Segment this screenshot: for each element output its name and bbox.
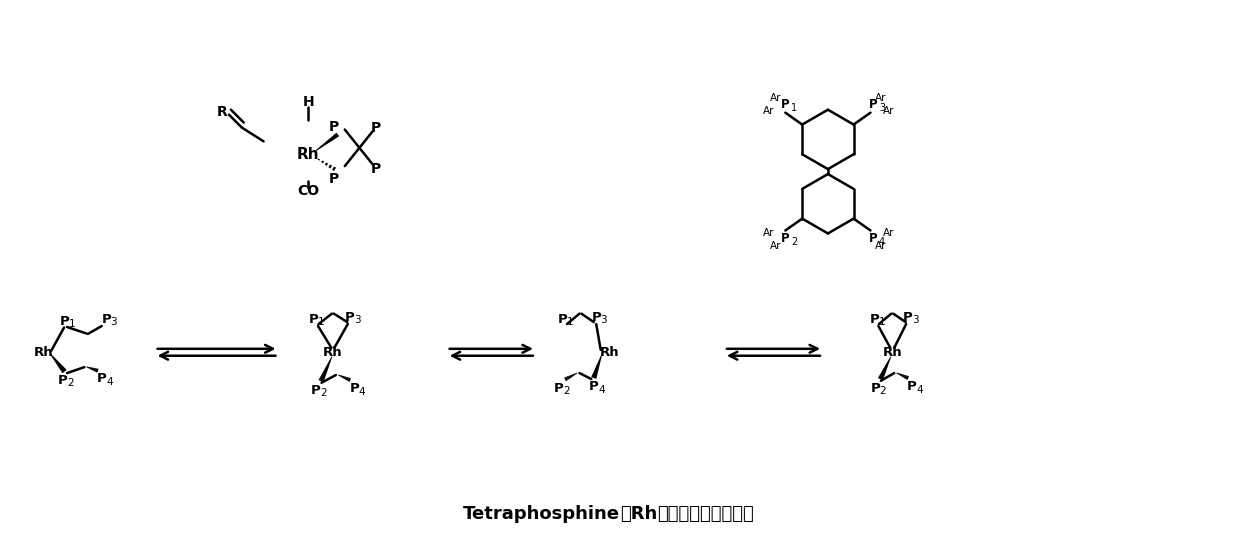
- Text: Ar: Ar: [770, 241, 781, 251]
- Text: 3: 3: [879, 103, 885, 113]
- Polygon shape: [878, 357, 892, 381]
- Text: P: P: [345, 311, 355, 324]
- Polygon shape: [315, 133, 340, 152]
- Text: P: P: [309, 312, 319, 326]
- Text: P: P: [869, 232, 878, 245]
- Text: 4: 4: [916, 385, 923, 395]
- Text: 2: 2: [879, 386, 887, 396]
- Text: P: P: [60, 315, 69, 328]
- Text: P: P: [311, 384, 321, 397]
- Text: P: P: [329, 119, 339, 133]
- Text: P: P: [591, 311, 601, 324]
- Text: CO: CO: [298, 184, 319, 198]
- Text: 与Rh: 与Rh: [620, 504, 657, 523]
- Text: Ar: Ar: [874, 241, 887, 251]
- Text: P: P: [350, 382, 360, 395]
- Text: Ar: Ar: [883, 228, 894, 238]
- Text: 1: 1: [791, 103, 797, 113]
- Text: Rh: Rh: [599, 346, 619, 359]
- Text: 4: 4: [358, 387, 366, 397]
- Text: P: P: [781, 98, 790, 111]
- Text: Ar: Ar: [763, 105, 774, 116]
- Text: Rh: Rh: [296, 147, 320, 162]
- Text: 1: 1: [68, 319, 76, 329]
- Text: P: P: [329, 172, 339, 186]
- Text: P: P: [870, 382, 880, 395]
- Text: P: P: [97, 372, 107, 385]
- Text: 4: 4: [598, 385, 605, 395]
- Polygon shape: [591, 355, 603, 379]
- Text: P: P: [58, 374, 67, 387]
- Text: 4: 4: [107, 377, 113, 387]
- Text: 1: 1: [879, 317, 885, 327]
- Text: H: H: [303, 95, 314, 109]
- Text: 2: 2: [320, 388, 327, 398]
- Text: P: P: [589, 380, 599, 393]
- Text: P: P: [906, 380, 916, 393]
- Text: Ar: Ar: [883, 105, 894, 116]
- Text: 2: 2: [67, 378, 73, 388]
- Text: Ar: Ar: [770, 93, 781, 103]
- Text: 2: 2: [791, 237, 797, 247]
- Text: Ar: Ar: [874, 93, 887, 103]
- Text: R: R: [217, 105, 227, 119]
- Text: 3: 3: [110, 317, 117, 327]
- Text: P: P: [558, 312, 568, 326]
- Text: Ar: Ar: [763, 228, 774, 238]
- Text: 4: 4: [879, 237, 885, 247]
- Polygon shape: [50, 354, 67, 373]
- Text: P: P: [371, 162, 381, 176]
- Text: P: P: [102, 312, 112, 326]
- Text: 3: 3: [353, 315, 361, 325]
- Text: 3: 3: [600, 315, 608, 325]
- Text: 1: 1: [319, 317, 325, 327]
- Text: 2: 2: [563, 386, 569, 396]
- Text: P: P: [371, 121, 381, 134]
- Text: P: P: [554, 382, 563, 395]
- Text: Tetraphosphine: Tetraphosphine: [463, 504, 620, 523]
- Text: 的四种不同蟯合模式: 的四种不同蟯合模式: [657, 504, 754, 523]
- Text: P: P: [781, 232, 790, 245]
- Text: P: P: [903, 311, 913, 324]
- Text: Rh: Rh: [883, 346, 901, 359]
- Text: P: P: [869, 312, 879, 326]
- Text: Rh: Rh: [33, 346, 53, 359]
- Polygon shape: [319, 357, 332, 382]
- Text: P: P: [869, 98, 878, 111]
- Text: 1: 1: [567, 317, 573, 327]
- Text: 3: 3: [913, 315, 919, 325]
- Text: Rh: Rh: [324, 346, 342, 359]
